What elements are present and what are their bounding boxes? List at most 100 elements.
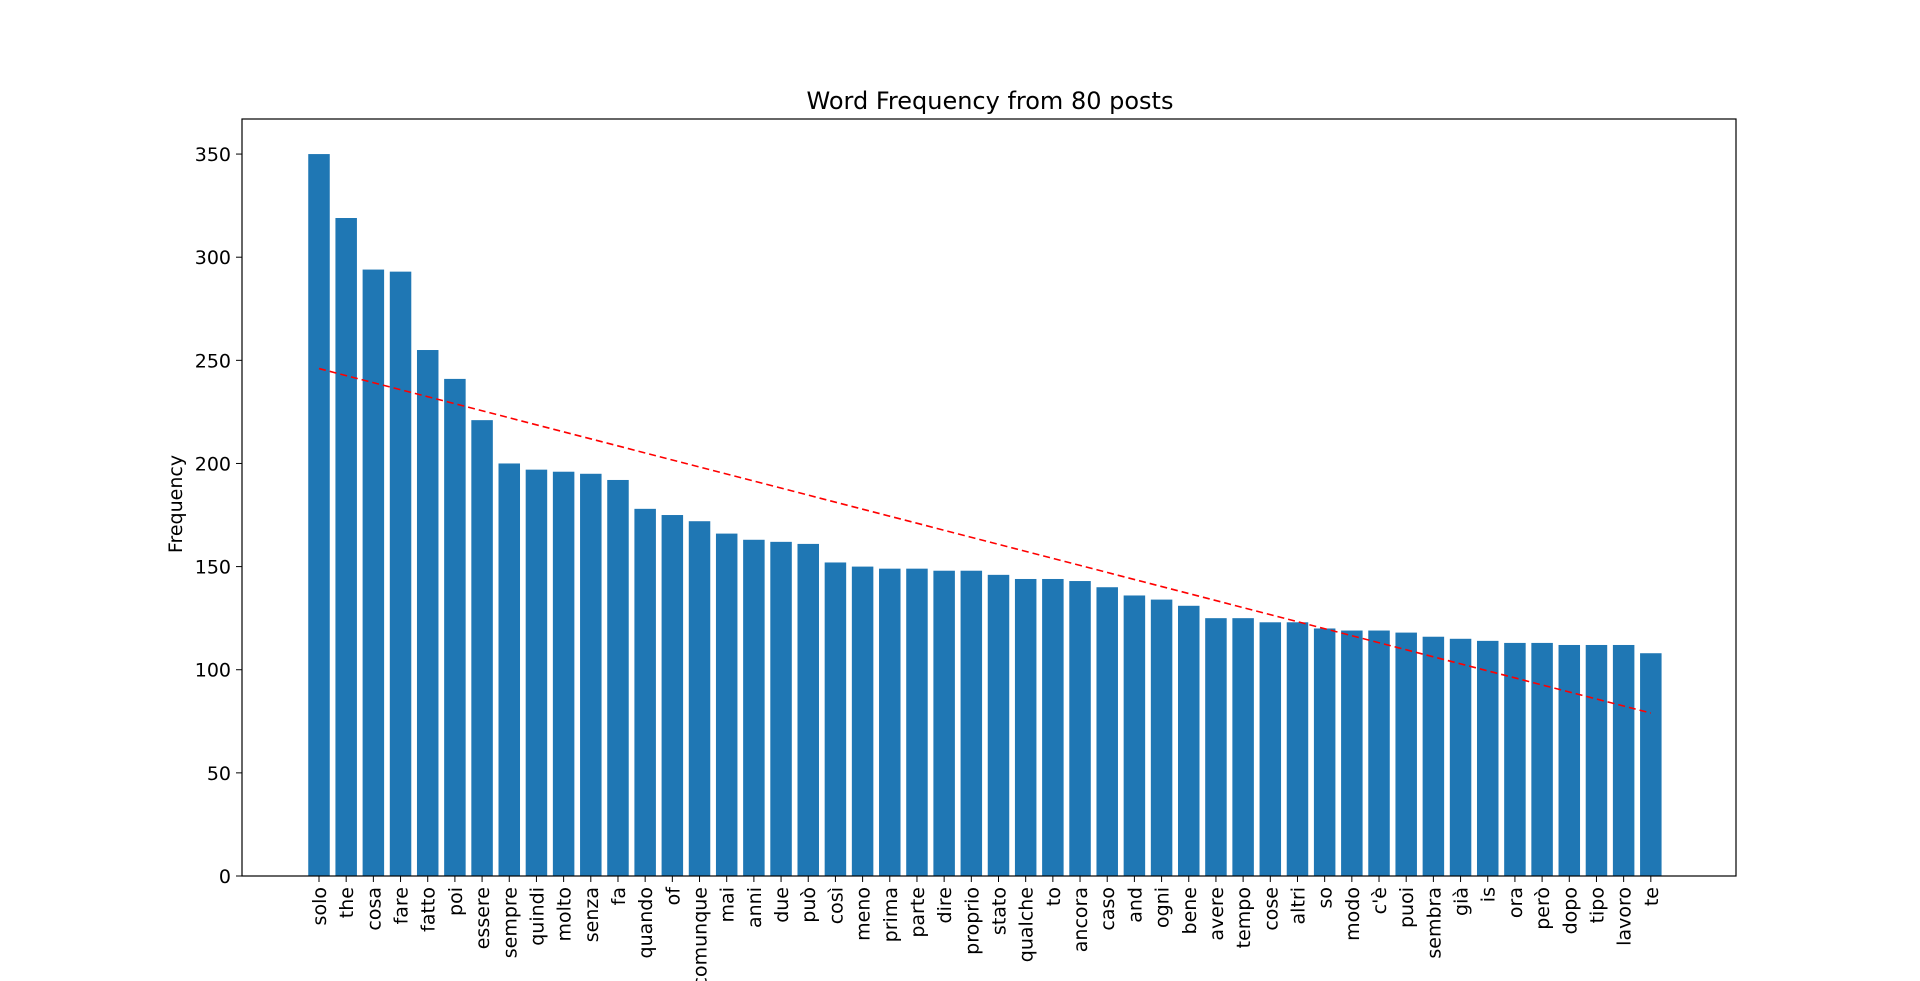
trend-line xyxy=(318,367,1652,714)
bar xyxy=(1531,642,1553,876)
x-tick-label: cose xyxy=(1260,887,1282,931)
bar xyxy=(471,420,493,876)
x-tick-label: sempre xyxy=(499,887,521,958)
x-tick-label: dire xyxy=(934,887,956,923)
x-tick-label: puoi xyxy=(1396,887,1418,928)
x-tick-label: meno xyxy=(853,887,875,941)
y-tick-label: 0 xyxy=(219,866,231,888)
x-tick-label: avere xyxy=(1206,887,1228,941)
x-tick-label: prima xyxy=(880,887,902,942)
x-tick-label: così xyxy=(825,887,847,924)
bar xyxy=(1096,587,1118,876)
x-tick-label: modo xyxy=(1342,887,1364,941)
bar xyxy=(1585,644,1608,876)
plot-area-frame xyxy=(241,118,1737,877)
bar xyxy=(770,541,792,876)
x-tick-label: solo xyxy=(309,887,331,925)
x-tick-label: stato xyxy=(989,887,1011,935)
bar xyxy=(1504,642,1526,876)
bar xyxy=(879,568,901,876)
bar xyxy=(389,271,412,876)
x-tick-label: bene xyxy=(1179,887,1201,934)
bar xyxy=(987,574,1010,876)
x-tick-label: anni xyxy=(744,887,766,928)
bar xyxy=(1640,653,1662,876)
bar xyxy=(335,218,357,876)
x-tick-label: senza xyxy=(581,887,603,942)
x-axis: solo the cosa fare fatto poi essere sempre quind… xyxy=(309,876,1663,981)
x-tick-label: ogni xyxy=(1152,887,1174,928)
bar xyxy=(824,562,847,876)
x-tick-label: fa xyxy=(608,887,630,905)
x-tick-label: tempo xyxy=(1233,887,1255,948)
y-tick-label: 250 xyxy=(195,350,231,372)
bar xyxy=(1368,630,1390,876)
x-tick-label: the xyxy=(336,887,358,918)
bar xyxy=(1123,595,1146,876)
bar xyxy=(1042,578,1064,876)
x-tick-label: comunque xyxy=(690,887,712,981)
x-tick-label: quando xyxy=(635,887,657,958)
bar xyxy=(1014,578,1037,876)
bar xyxy=(1422,636,1445,876)
bar xyxy=(743,539,765,876)
x-tick-label: c'è xyxy=(1369,887,1391,914)
bar xyxy=(661,515,684,876)
bar xyxy=(1612,644,1635,876)
x-tick-label: mai xyxy=(717,887,739,922)
y-tick-label: 200 xyxy=(195,453,231,475)
x-tick-label: qualche xyxy=(1016,887,1038,962)
x-tick-label: però xyxy=(1532,887,1554,930)
bar xyxy=(580,473,602,876)
y-tick-label: 150 xyxy=(195,557,231,579)
bar xyxy=(797,543,819,876)
y-tick-label: 300 xyxy=(195,247,231,269)
x-tick-label: fare xyxy=(391,887,413,924)
bar xyxy=(1558,644,1581,876)
bar xyxy=(552,471,575,876)
bar xyxy=(444,378,466,876)
bar xyxy=(416,350,439,876)
x-tick-label: te xyxy=(1641,887,1663,906)
x-tick-label: proprio xyxy=(961,887,983,955)
bar xyxy=(1476,640,1499,876)
y-axis: 0 50 100 150 200 250 300 350 xyxy=(195,144,242,888)
bar xyxy=(634,508,656,876)
bar xyxy=(851,566,874,876)
x-tick-label: so xyxy=(1315,887,1337,909)
x-tick-label: to xyxy=(1043,887,1065,906)
x-tick-label: sembra xyxy=(1423,887,1445,959)
bar xyxy=(688,521,711,876)
x-tick-label: dopo xyxy=(1559,887,1581,934)
x-tick-label: altri xyxy=(1287,887,1309,924)
bar xyxy=(960,570,983,876)
x-tick-label: già xyxy=(1451,887,1473,916)
bar xyxy=(1178,605,1200,876)
x-tick-label: parte xyxy=(907,887,929,938)
bar xyxy=(906,568,928,876)
x-tick-label: ancora xyxy=(1070,887,1092,952)
x-tick-label: essere xyxy=(472,887,494,949)
x-tick-label: può xyxy=(798,887,820,923)
bar xyxy=(362,269,385,876)
x-tick-label: fatto xyxy=(418,887,440,932)
x-tick-label: lavoro xyxy=(1614,887,1636,946)
bar xyxy=(1286,622,1309,876)
x-tick-label: tipo xyxy=(1586,887,1608,923)
x-tick-label: poi xyxy=(445,887,467,916)
bar xyxy=(1313,628,1336,876)
chart-title: Word Frequency from 80 posts xyxy=(807,87,1174,115)
y-tick-label: 50 xyxy=(207,763,231,785)
x-tick-label: caso xyxy=(1097,887,1119,931)
trend-line-path xyxy=(318,367,1652,714)
bar xyxy=(607,479,629,876)
x-tick-label: cosa xyxy=(363,887,385,931)
x-tick-label: quindi xyxy=(526,887,548,946)
bar xyxy=(1205,618,1227,876)
x-tick-label: and xyxy=(1124,887,1146,923)
bar xyxy=(1232,618,1254,876)
x-tick-label: molto xyxy=(554,887,576,942)
y-tick-label: 350 xyxy=(195,144,231,166)
bar xyxy=(498,463,521,876)
